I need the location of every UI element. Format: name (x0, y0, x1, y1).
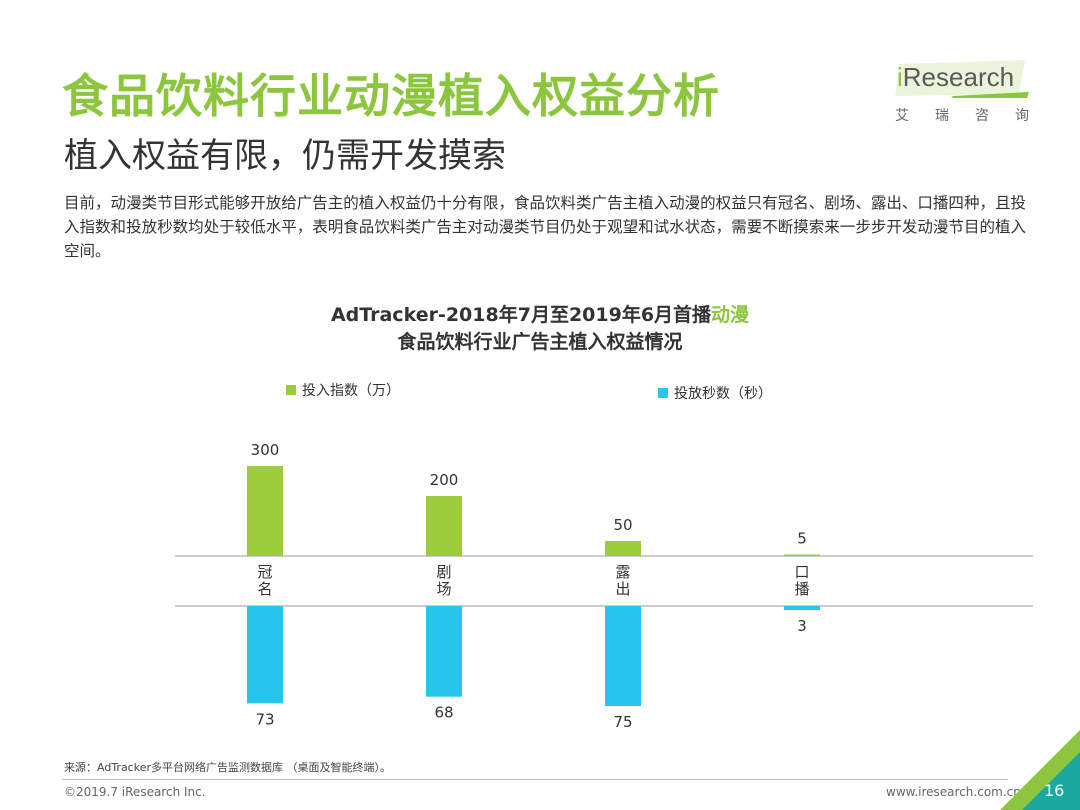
bar-seconds-exposure (605, 606, 641, 706)
category-label-name-0: 冠 (257, 563, 272, 581)
category-label-voiceover-1: 播 (794, 580, 809, 598)
legend-swatch-green (286, 385, 296, 395)
legend-swatch-blue (658, 388, 668, 398)
data-label-seconds-venue: 68 (434, 704, 453, 722)
bar-seconds-venue (426, 606, 462, 697)
bar-seconds-voiceover (784, 606, 820, 610)
bar-investment-exposure (605, 541, 641, 556)
chart-title-line1: AdTracker-2018年7月至2019年6月首播动漫 (330, 304, 750, 326)
website-link[interactable]: www.iresearch.com.cn (886, 785, 1021, 799)
chart-title-line2: 食品饮料行业广告主植入权益情况 (397, 331, 683, 353)
page-subtitle: 植入权益有限，仍需开发摸索 (64, 136, 506, 176)
footer-divider (62, 779, 1008, 780)
legend-label-seconds: 投放秒数（秒） (674, 386, 772, 402)
legend-item-investment: 投入指数（万） (286, 380, 400, 400)
data-label-seconds-voiceover: 3 (797, 617, 807, 635)
page-title: 食品饮料行业动漫植入权益分析 (62, 69, 720, 123)
category-label-exposure-0: 露 (615, 563, 630, 581)
data-label-seconds-exposure: 75 (613, 713, 632, 731)
data-label-investment-voiceover: 5 (797, 530, 807, 548)
data-label-seconds-name: 73 (255, 710, 274, 728)
bar-investment-voiceover (784, 554, 820, 556)
category-label-name-1: 名 (257, 580, 272, 598)
bar-investment-venue (426, 496, 462, 556)
legend-item-seconds: 投放秒数（秒） (658, 383, 772, 403)
page-number: 16 (1044, 781, 1065, 800)
category-label-venue-0: 剧 (436, 563, 451, 581)
legend-label-investment: 投入指数（万） (302, 383, 400, 399)
data-label-investment-exposure: 50 (613, 516, 632, 534)
category-label-venue-1: 场 (436, 580, 451, 598)
bar-seconds-name (247, 606, 283, 704)
logo-wordmark: iResearch (897, 62, 1015, 92)
copyright: ©2019.7 iResearch Inc. (64, 785, 206, 799)
bar-investment-name (247, 466, 283, 556)
iresearch-logo: iResearch 艾瑞咨询 (893, 58, 1033, 128)
bar-chart: 300 73 冠名 200 68 剧场 50 75 露出 5 3 口播 (175, 441, 1033, 731)
category-label-voiceover-0: 口 (794, 563, 809, 581)
logo-background (895, 60, 1029, 98)
intro-paragraph: 目前，动漫类节目形式能够开放给广告主的植入权益仍十分有限，食品饮料类广告主植入动… (64, 194, 1026, 260)
corner-decoration (1000, 730, 1080, 810)
logo-tagline: 艾瑞咨询 (895, 108, 1055, 124)
data-label-investment-name: 300 (251, 441, 280, 459)
source-note: 来源：AdTracker多平台网络广告监测数据库 （桌面及智能终端）。 (64, 761, 391, 774)
category-label-exposure-1: 出 (615, 580, 630, 598)
data-label-investment-venue: 200 (430, 471, 459, 489)
